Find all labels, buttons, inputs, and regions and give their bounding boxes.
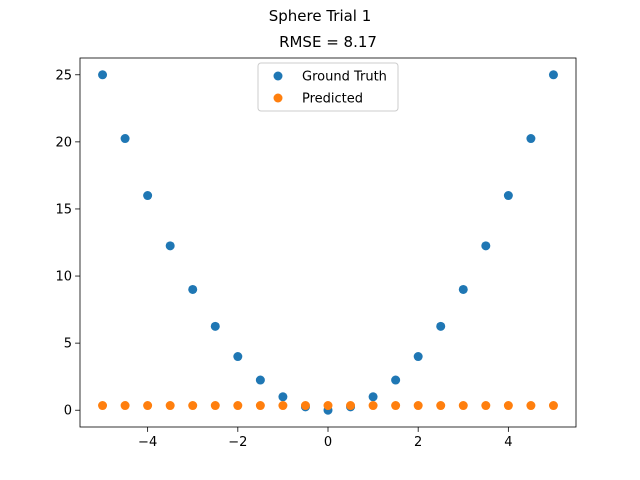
point-0-19: [526, 134, 536, 144]
point-1-2: [143, 401, 153, 411]
point-0-20: [548, 70, 558, 80]
y-tick-label-3: 15: [55, 202, 72, 217]
point-0-17: [481, 241, 491, 251]
point-1-9: [300, 401, 310, 411]
x-tick-label-1: −2: [228, 435, 247, 450]
y-tick-label-5: 25: [55, 68, 72, 83]
chart-marks: [98, 70, 558, 415]
point-0-15: [436, 321, 446, 331]
legend-marker-1: [273, 93, 283, 103]
point-0-18: [503, 191, 513, 201]
axes-frame: [79, 57, 577, 428]
point-0-16: [458, 284, 468, 294]
point-1-15: [436, 401, 446, 411]
point-1-0: [98, 401, 108, 411]
legend-label-0: Ground Truth: [302, 70, 387, 85]
point-1-1: [120, 401, 130, 411]
point-0-3: [165, 241, 175, 251]
point-0-2: [143, 191, 153, 201]
point-0-13: [391, 375, 401, 385]
chart-title: RMSE = 8.17: [279, 33, 377, 51]
point-1-13: [391, 401, 401, 411]
point-0-8: [278, 392, 288, 402]
point-0-6: [233, 352, 243, 362]
series-0: [98, 70, 558, 415]
y-tick-label-1: 5: [64, 337, 72, 352]
point-0-7: [255, 375, 265, 385]
point-0-1: [120, 134, 130, 144]
point-0-5: [210, 321, 220, 331]
point-1-17: [481, 401, 491, 411]
point-0-4: [188, 284, 198, 294]
point-1-16: [458, 401, 468, 411]
x-tick-label-4: 4: [504, 435, 512, 450]
point-1-18: [503, 401, 513, 411]
series-1: [98, 401, 558, 411]
point-1-14: [413, 401, 423, 411]
point-1-20: [548, 401, 558, 411]
point-1-12: [368, 401, 378, 411]
y-tick-label-2: 10: [55, 270, 72, 285]
point-0-14: [413, 352, 423, 362]
legend-label-1: Predicted: [302, 92, 363, 107]
point-1-4: [188, 401, 198, 411]
legend: Ground Truth Predicted: [257, 62, 399, 112]
point-1-7: [255, 401, 265, 411]
x-tick-label-3: 2: [414, 435, 422, 450]
point-1-3: [165, 401, 175, 411]
y-tick-label-4: 20: [55, 135, 72, 150]
x-tick-label-2: 0: [324, 435, 332, 450]
point-1-5: [210, 401, 220, 411]
x-tick-label-0: −4: [138, 435, 157, 450]
point-0-12: [368, 392, 378, 402]
x-axis: −4 −2 0 2 4: [138, 427, 513, 450]
point-1-11: [346, 401, 356, 411]
point-1-10: [323, 401, 333, 411]
point-0-0: [98, 70, 108, 80]
point-1-6: [233, 401, 243, 411]
legend-box: [257, 62, 399, 112]
point-1-19: [526, 401, 536, 411]
y-axis: 0 5 10 15 20 25: [55, 68, 80, 419]
point-1-8: [278, 401, 288, 411]
legend-marker-0: [273, 71, 283, 81]
y-tick-label-0: 0: [64, 404, 72, 419]
figure-suptitle: Sphere Trial 1: [268, 7, 372, 25]
